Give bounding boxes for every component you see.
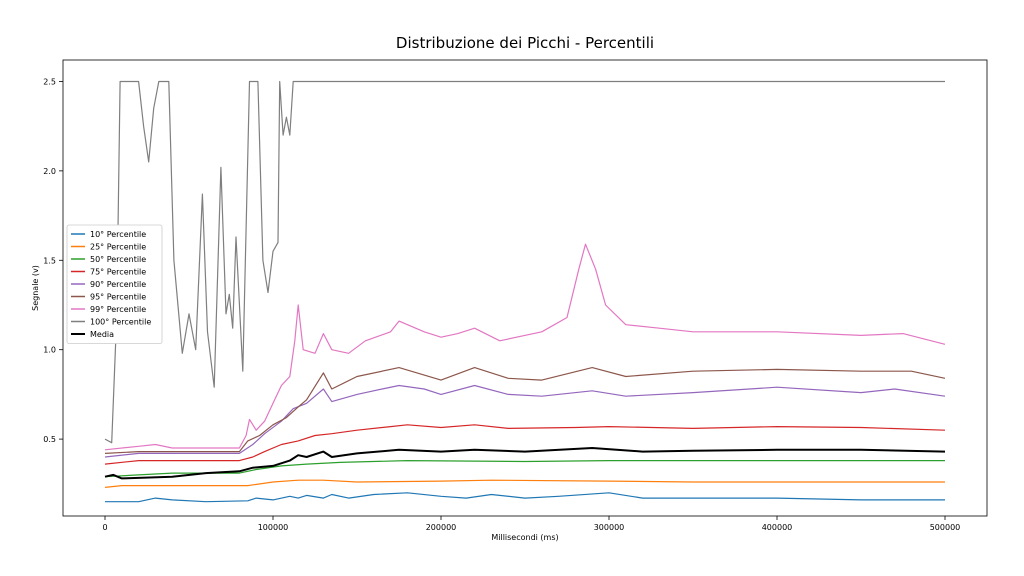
series-line-7 (104, 80, 945, 444)
legend-label: 25° Percentile (90, 243, 146, 252)
series-line-5 (104, 367, 946, 454)
series-line-3 (104, 424, 946, 465)
legend-label: 99° Percentile (90, 305, 146, 314)
legend-label: Media (90, 330, 114, 339)
legend-label: 10° Percentile (90, 230, 146, 239)
y-tick-label: 2.0 (43, 167, 56, 176)
y-axis-label: Segnale (v) (31, 265, 40, 311)
series-layer (104, 80, 946, 503)
series-line-6 (104, 243, 946, 451)
chart-title: Distribuzione dei Picchi - Percentili (396, 34, 654, 52)
y-tick-label: 1.5 (43, 256, 56, 265)
plot-area (62, 59, 988, 517)
x-tick-label: 500000 (930, 523, 961, 532)
x-axis: 0 100000 200000 300000 400000 500000 (102, 516, 960, 532)
series-line-1 (104, 479, 945, 488)
series-line-0 (105, 492, 945, 503)
x-axis-label: Millisecondi (ms) (491, 533, 558, 542)
series-line-8 (104, 447, 946, 480)
series-line-4 (104, 384, 946, 458)
y-axis: 0.5 1.0 1.5 2.0 2.5 (43, 77, 63, 444)
series-line-2 (104, 460, 945, 478)
legend: 10° Percentile 25° Percentile 50° Percenti… (66, 224, 163, 344)
x-tick-label: 100000 (258, 523, 289, 532)
legend-label: 100° Percentile (90, 318, 151, 327)
legend-box (66, 224, 163, 344)
legend-label: 75° Percentile (90, 268, 146, 277)
legend-label: 90° Percentile (90, 280, 146, 289)
x-tick-label: 400000 (762, 523, 793, 532)
legend-label: 95° Percentile (90, 293, 146, 302)
x-tick-label: 0 (102, 523, 107, 532)
y-tick-label: 1.0 (43, 346, 56, 355)
y-tick-label: 0.5 (43, 435, 56, 444)
legend-label: 50° Percentile (90, 255, 146, 264)
x-tick-label: 200000 (426, 523, 457, 532)
x-tick-label: 300000 (594, 523, 625, 532)
y-tick-label: 2.5 (43, 77, 56, 86)
